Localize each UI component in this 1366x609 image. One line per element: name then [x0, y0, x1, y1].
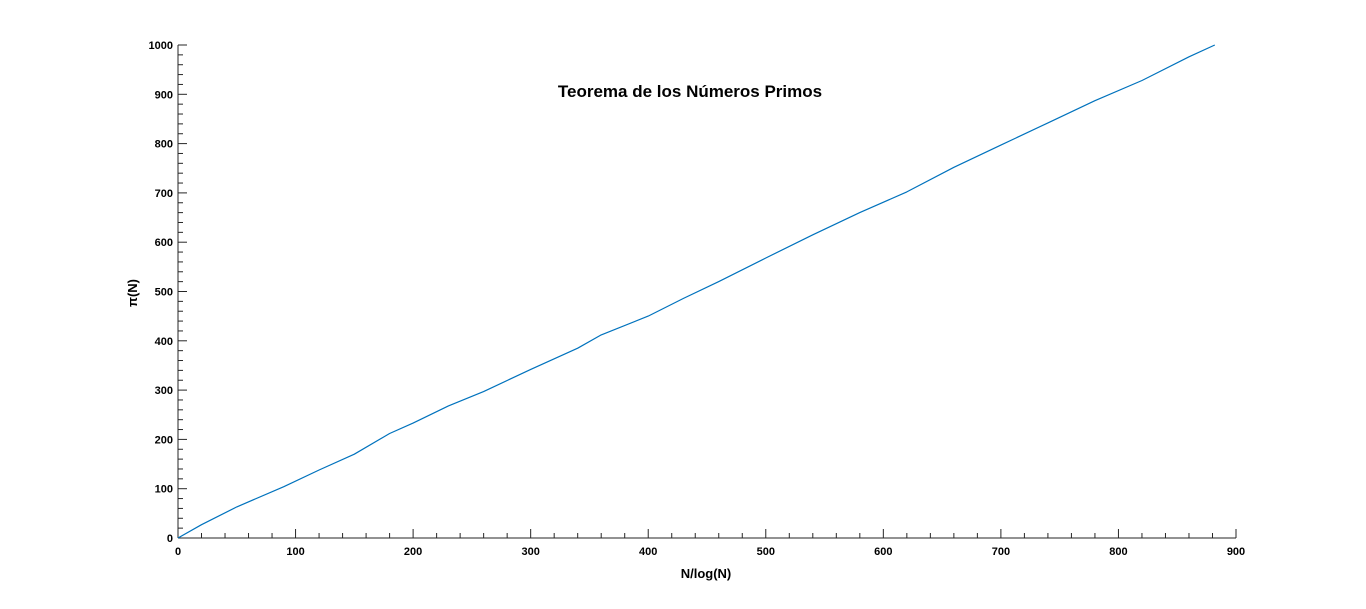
x-axis-label: N/log(N)	[681, 566, 732, 581]
y-tick-label: 800	[155, 139, 173, 151]
y-tick-label: 400	[155, 336, 173, 348]
x-tick-label: 500	[757, 546, 775, 558]
y-tick-label: 200	[155, 434, 173, 446]
y-tick-label: 900	[155, 89, 173, 101]
x-tick-label: 400	[639, 546, 657, 558]
x-tick-label: 100	[286, 546, 304, 558]
y-tick-label: 700	[155, 188, 173, 200]
x-tick-label: 600	[874, 546, 892, 558]
x-tick-label: 900	[1227, 546, 1245, 558]
y-tick-label: 500	[155, 287, 173, 299]
x-tick-label: 0	[175, 546, 181, 558]
x-tick-labels: 0 100 200 300 400 500 600 700 800 900	[175, 546, 1245, 558]
y-axis-label: π(N)	[125, 279, 140, 307]
y-tick-label: 0	[167, 533, 173, 545]
x-tick-label: 200	[404, 546, 422, 558]
x-tick-label: 800	[1109, 546, 1127, 558]
y-tick-label: 1000	[149, 40, 173, 52]
axes	[177, 45, 1236, 539]
y-tick-label: 600	[155, 237, 173, 249]
x-tick-label: 300	[521, 546, 539, 558]
y-tick-label: 100	[155, 484, 173, 496]
x-tick-label: 700	[992, 546, 1010, 558]
tick-marks	[177, 44, 1237, 539]
y-tick-label: 300	[155, 385, 173, 397]
y-tick-labels: 0 100 200 300 400 500 600 700 800 900 1000	[149, 40, 173, 545]
chart-title: Teorema de los Números Primos	[558, 82, 822, 101]
series-line-0	[177, 44, 1216, 539]
series-layer	[177, 44, 1216, 539]
